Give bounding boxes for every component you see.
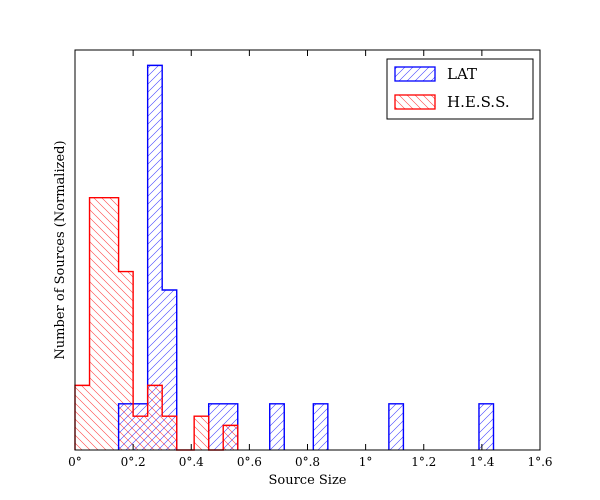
x-tick-label: 1° [359, 455, 373, 469]
x-tick-label: 0°.4 [179, 455, 204, 469]
x-axis-title: Source Size [268, 473, 346, 488]
hess-bar-0 [75, 385, 90, 450]
x-axis-ticks: 0° 0°.2 0°.4 0°.6 0°.8 1° 1°.2 1°.4 1°.6 [68, 50, 553, 469]
lat-bar-1 [147, 65, 163, 450]
legend-label-hess: H.E.S.S. [447, 93, 510, 111]
bars-layer [75, 65, 494, 450]
x-tick-label: 0°.2 [121, 455, 146, 469]
hess-bar-2 [118, 271, 134, 450]
legend-swatch-hess [394, 94, 436, 110]
hess-bar-3 [133, 416, 148, 450]
lat-step-outline-5 [478, 403, 495, 450]
hess-bar-4 [147, 385, 163, 450]
lat-bar-7 [478, 403, 494, 450]
hess-bar-9 [223, 425, 238, 450]
x-tick-label: 0° [68, 455, 82, 469]
lat-step-outline-3 [312, 403, 329, 450]
x-tick-label: 0°.8 [295, 455, 320, 469]
x-tick-label: 1°.4 [469, 455, 494, 469]
lat-bar-2 [162, 290, 177, 450]
step-outlines-layer [74, 64, 495, 451]
lat-bar-6 [388, 403, 404, 450]
legend-label-lat: LAT [447, 65, 477, 83]
x-tick-label: 1°.6 [527, 455, 552, 469]
hess-bar-5 [162, 416, 177, 450]
lat-step-outline-0 [117, 64, 178, 450]
lat-step-outline-4 [388, 403, 405, 450]
x-tick-label: 0°.6 [237, 455, 262, 469]
legend: LAT H.E.S.S. [386, 58, 534, 120]
hess-bar-7 [194, 416, 209, 450]
y-axis-title: Number of Sources (Normalized) [53, 140, 68, 359]
lat-step-outline-2 [269, 403, 285, 450]
x-tick-label: 1°.2 [411, 455, 436, 469]
legend-swatch-lat [394, 66, 436, 82]
lat-bar-4 [269, 403, 285, 450]
hess-bar-1 [89, 197, 119, 450]
lat-bar-5 [313, 403, 328, 450]
